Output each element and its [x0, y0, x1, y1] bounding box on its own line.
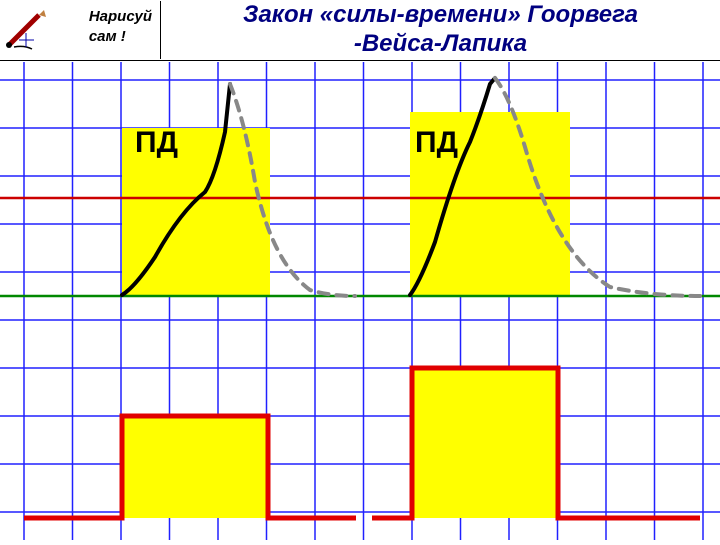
pencil-icon — [4, 5, 54, 55]
logo-line1: Нарисуй — [89, 8, 152, 25]
logo-block: Нарисуй сам ! — [0, 1, 161, 59]
logo-line2: сам ! — [89, 28, 126, 45]
diagram-area: ПД ПД — [0, 62, 720, 540]
title-line2: -Вейса-Лапика — [354, 30, 527, 57]
ap-label-left: ПД — [135, 126, 178, 159]
ap-label-right: ПД — [415, 126, 458, 159]
diagram-svg: ПД ПД — [0, 62, 720, 540]
header-bar: Нарисуй сам ! Закон «силы-времени» Гоорв… — [0, 0, 720, 61]
title-line1: Закон «силы-времени» Гоорвега — [243, 1, 638, 28]
main-title: Закон «силы-времени» Гоорвега -Вейса-Лап… — [161, 0, 720, 63]
stimulus-fill-right — [412, 368, 558, 518]
logo-text: Нарисуй сам ! — [89, 7, 152, 46]
stimulus-fill-left — [122, 416, 268, 518]
